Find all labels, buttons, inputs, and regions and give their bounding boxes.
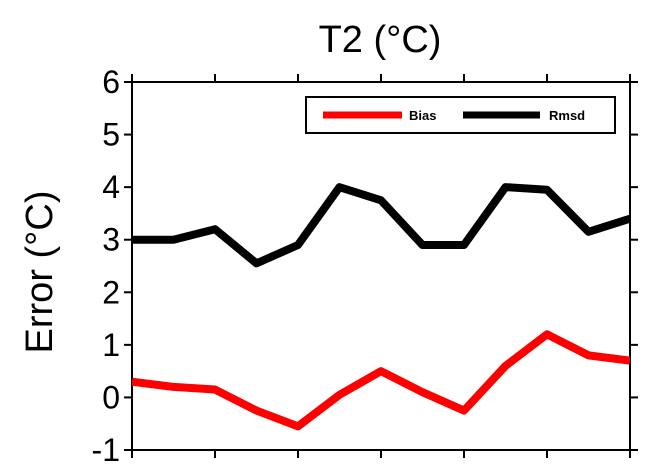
- legend-label-bias: Bias: [409, 108, 436, 123]
- y-tick-label: 2: [102, 274, 120, 310]
- y-tick-label: 3: [102, 222, 120, 258]
- y-tick-label: 5: [102, 117, 120, 153]
- y-tick-label: -1: [92, 432, 120, 464]
- y-axis-label: Error (°C): [19, 191, 61, 354]
- y-tick-label: 0: [102, 379, 120, 415]
- rmsd-series-line: [132, 183, 630, 268]
- y-tick-label: 6: [102, 64, 120, 100]
- y-tick-label: 4: [102, 169, 120, 205]
- bias-series-line: [132, 330, 630, 431]
- plot-frame: [131, 81, 631, 451]
- y-tick-label: 1: [102, 327, 120, 363]
- chart-title: T2 (°C): [319, 19, 442, 61]
- plot-area: -1 0 1 2 3 4 5 6 Bias Rmsd: [92, 64, 638, 464]
- legend-label-rmsd: Rmsd: [549, 108, 585, 123]
